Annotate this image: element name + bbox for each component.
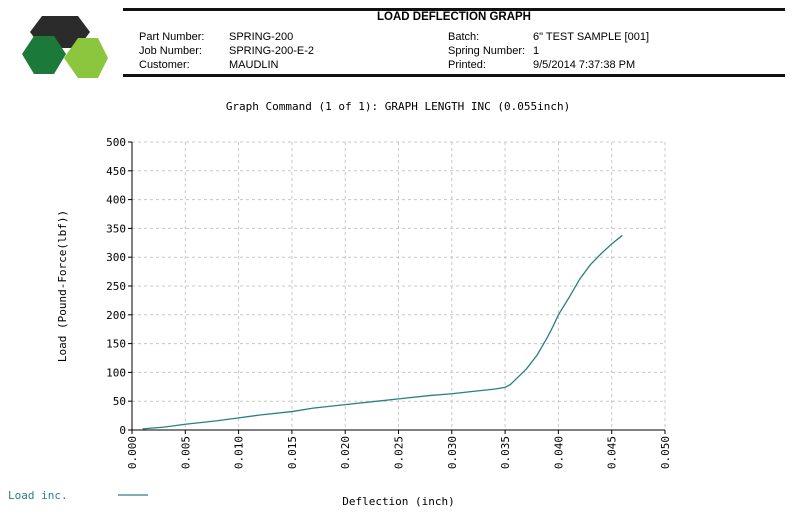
x-tick-label: 0.045: [606, 436, 619, 469]
logo-green-hexagon: [22, 36, 66, 74]
x-axis-label: Deflection (inch): [342, 495, 455, 508]
chart-series: [142, 234, 623, 430]
customer-value: MAUDLIN: [229, 59, 279, 71]
customer-label: Customer:: [139, 59, 190, 71]
x-tick-label: 0.020: [339, 436, 352, 469]
job-number-label: Job Number:: [139, 45, 202, 57]
x-tick-label: 0.050: [659, 436, 672, 469]
printed-value: 9/5/2014 7:37:38 PM: [533, 59, 636, 71]
part-number-value: SPRING-200: [229, 31, 294, 43]
spring-number-label: Spring Number:: [448, 45, 526, 57]
y-tick-label: 500: [106, 136, 126, 149]
y-tick-label: 50: [113, 395, 126, 408]
y-tick-label: 0: [119, 424, 126, 437]
report-title: LOAD DEFLECTION GRAPH: [377, 11, 531, 23]
legend-label: Load inc.: [8, 489, 68, 502]
chart-ticks: 0 50 100 150 200 250 300 350 400 450 500 0.000 0.005…: [106, 136, 672, 469]
y-tick-label: 250: [106, 280, 126, 293]
batch-label: Batch:: [448, 31, 480, 43]
x-tick-label: 0.010: [233, 436, 246, 469]
logo-light-green-hexagon: [64, 38, 108, 78]
y-axis-label: Load (Pound-Force(lbf)): [56, 210, 69, 362]
chart-grid: [132, 141, 666, 430]
y-tick-label: 200: [106, 309, 126, 322]
printed-label: Printed:: [448, 59, 486, 71]
x-tick-label: 0.040: [552, 436, 565, 469]
company-logo: [22, 16, 108, 78]
header-top-rule: [123, 8, 785, 11]
header-bottom-rule: [123, 74, 785, 77]
report-header: LOAD DEFLECTION GRAPH Part Number: SPRIN…: [123, 8, 785, 77]
x-tick-label: 0.015: [286, 436, 299, 469]
x-tick-label: 0.035: [499, 436, 512, 469]
batch-value: 6" TEST SAMPLE [001]: [533, 31, 649, 43]
series-line-load-inc: [142, 234, 623, 430]
x-tick-label: 0.025: [393, 436, 406, 469]
y-tick-label: 150: [106, 338, 126, 351]
chart-legend: Load inc.: [8, 489, 148, 502]
y-tick-label: 100: [106, 366, 126, 379]
y-tick-label: 350: [106, 222, 126, 235]
y-tick-label: 450: [106, 165, 126, 178]
job-number-value: SPRING-200-E-2: [229, 45, 314, 57]
x-tick-label: 0.000: [126, 436, 139, 469]
x-tick-label: 0.030: [446, 436, 459, 469]
chart-title: Graph Command (1 of 1): GRAPH LENGTH INC…: [225, 100, 571, 113]
y-tick-label: 400: [106, 194, 126, 207]
spring-number-value: 1: [533, 45, 540, 57]
x-tick-label: 0.005: [179, 436, 192, 469]
y-tick-label: 300: [106, 251, 126, 264]
part-number-label: Part Number:: [139, 31, 205, 43]
